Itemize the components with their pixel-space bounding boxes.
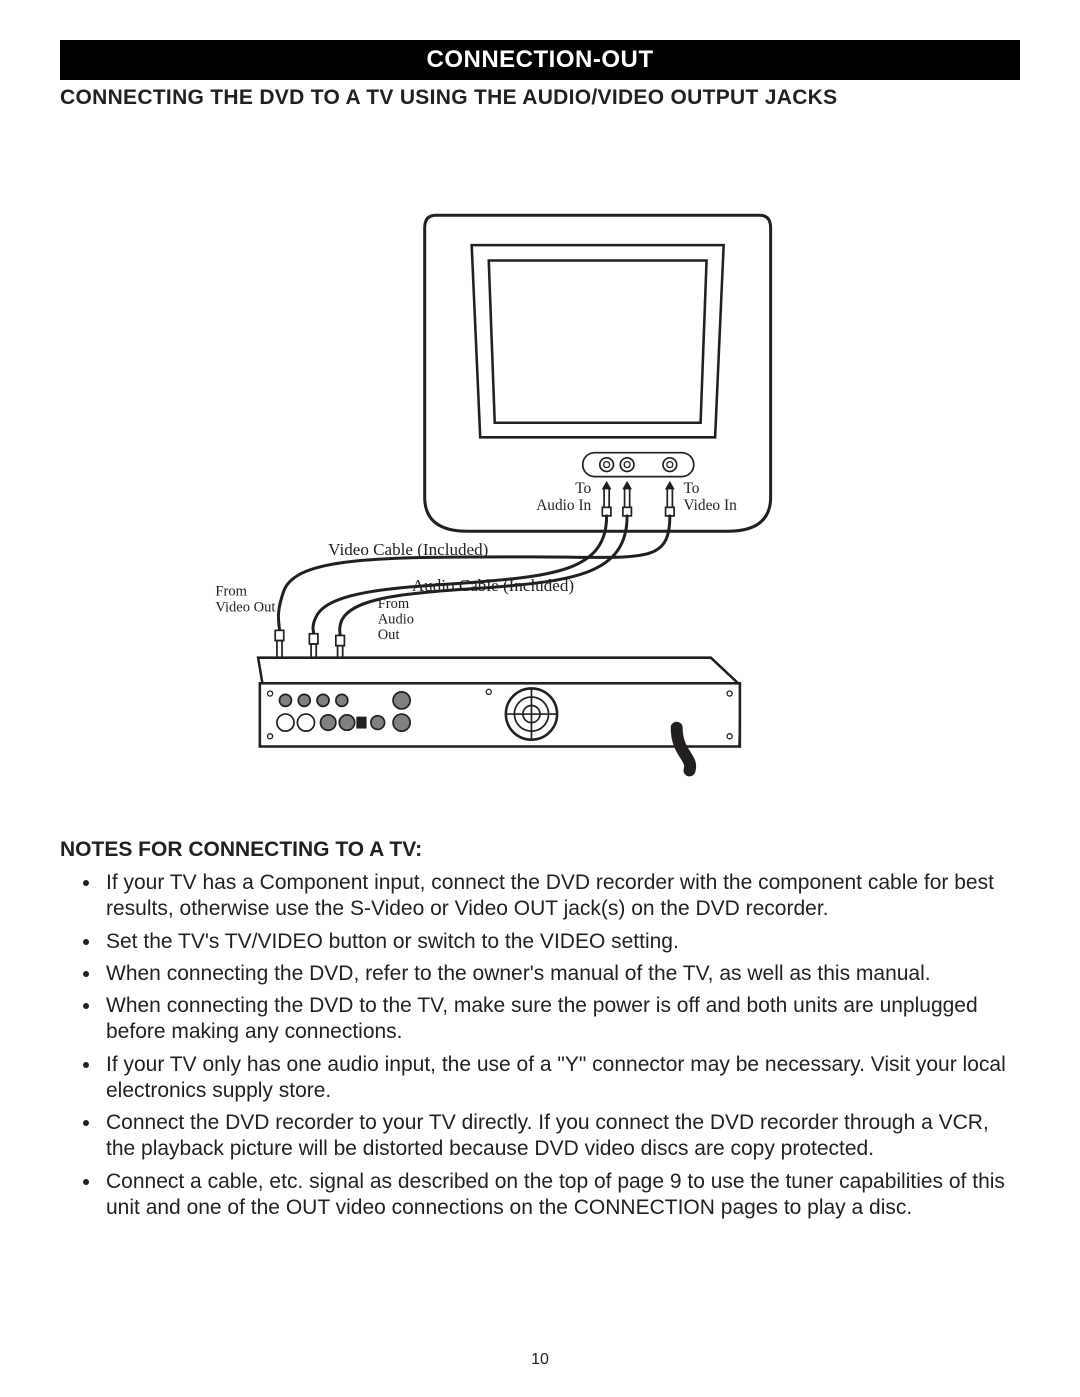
list-item: Connect the DVD recorder to your TV dire… xyxy=(102,1110,1020,1163)
list-item: When connecting the DVD to the TV, make … xyxy=(102,993,1020,1046)
list-item: If your TV only has one audio input, the… xyxy=(102,1052,1020,1105)
label-to-audio-1: To xyxy=(575,480,591,497)
label-from-audio-2: Audio xyxy=(378,612,414,628)
notes-list: If your TV has a Component input, connec… xyxy=(60,870,1020,1221)
label-to-video-1: To xyxy=(684,480,700,497)
manual-page: CONNECTION-OUT CONNECTING THE DVD TO A T… xyxy=(0,0,1080,1397)
cable-labels: Video Cable (Included) Audio Cable (Incl… xyxy=(328,540,574,595)
section-banner: CONNECTION-OUT xyxy=(60,40,1020,80)
dvd-recorder-icon xyxy=(258,658,740,771)
tv-icon xyxy=(425,215,771,531)
list-item: When connecting the DVD, refer to the ow… xyxy=(102,961,1020,987)
list-item: Set the TV's TV/VIDEO button or switch t… xyxy=(102,929,1020,955)
label-to-video-2: Video In xyxy=(684,497,738,514)
label-to-audio-2: Audio In xyxy=(536,497,591,514)
label-from-video-2: Video Out xyxy=(215,600,275,616)
label-from-audio-1: From xyxy=(378,596,410,612)
page-number: 10 xyxy=(0,1351,1080,1369)
label-audio-cable: Audio Cable (Included) xyxy=(412,576,574,595)
label-video-cable: Video Cable (Included) xyxy=(328,540,488,559)
connection-diagram: To Audio In To Video In Video Cable (Inc… xyxy=(60,140,1020,820)
section-subhead: CONNECTING THE DVD TO A TV USING THE AUD… xyxy=(60,86,1020,110)
list-item: Connect a cable, etc. signal as describe… xyxy=(102,1169,1020,1222)
label-from-video-1: From xyxy=(215,583,247,599)
list-item: If your TV has a Component input, connec… xyxy=(102,870,1020,923)
notes-heading: NOTES FOR CONNECTING TO A TV: xyxy=(60,838,1020,862)
label-from-audio-3: Out xyxy=(378,627,400,643)
